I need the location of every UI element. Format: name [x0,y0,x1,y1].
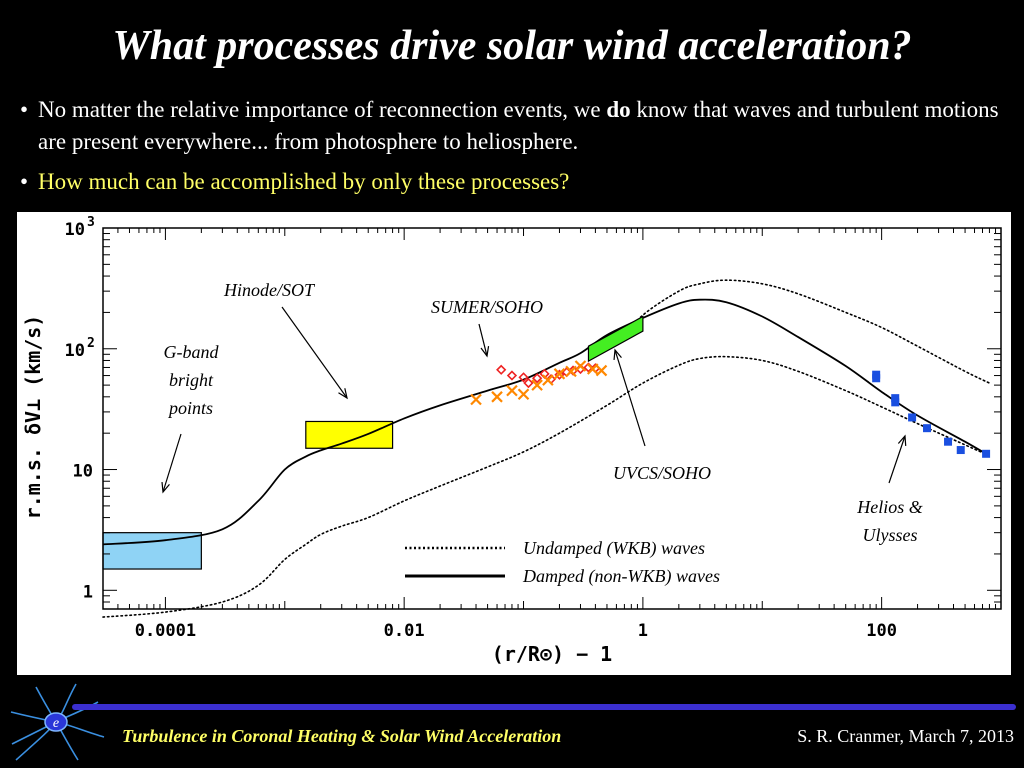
observation-box [305,420,394,449]
helios-ulysses-point [891,394,900,403]
undamped-wave-line [615,279,991,384]
sumer-diamond-point [531,373,543,384]
bullet-dot: • [20,97,29,122]
sumer-cross-point [506,384,518,397]
observation-box [102,532,202,570]
annotation-label: points [167,398,213,418]
y-tick-label: 1 [83,582,93,602]
annotation-arrowhead [897,434,907,447]
annotation-label: bright [169,370,214,390]
annotation-arrow [614,349,646,447]
sumer-diamond-point [554,369,565,380]
plot-frame [102,227,1002,610]
bullet-item-1: • No matter the relative importance of r… [20,94,1010,158]
y-tick-exponent: 2 [87,336,95,351]
plot-panel: 0.0001 0.01 1 100 1 10 10 2 10 3 Hinode/SOT SUMER/… [17,212,1011,675]
y-tick-exponent: 3 [87,215,95,230]
helios-ulysses-point [872,374,881,383]
helios-ulysses-point [908,413,917,422]
bullet1-text-bold: do [606,97,631,122]
annotation-arrowhead [161,481,170,494]
bullet-dot: • [20,169,29,194]
helios-ulysses-point [956,446,965,455]
sumer-cross-point [553,368,566,380]
bullet-list: • No matter the relative importance of r… [20,94,1010,198]
sumer-cross-point [470,393,482,406]
helios-ulysses-point [891,398,900,407]
sumer-cross-point [491,391,503,403]
bullet-item-2: • How much can be accomplished by only t… [20,166,1010,198]
annotation-label: Helios & [856,497,923,517]
sumer-cross-point [586,363,599,375]
annotation-arrowhead [613,348,622,361]
uvcs-band [587,315,644,363]
footer-title: Turbulence in Coronal Heating & Solar Wi… [122,726,562,746]
legend-label: Damped (non-WKB) waves [522,566,720,587]
logo-icon: e [10,683,105,761]
y-tick-label: 10 [65,220,85,240]
svg-text:e: e [53,716,59,731]
bullet2-text: How much can be accomplished by only the… [38,169,570,194]
annotation-arrow [888,435,906,484]
undamped-wave-line [102,355,991,618]
footer-author-date: S. R. Cranmer, March 7, 2013 [797,726,1014,746]
y-tick-label: 10 [73,462,93,482]
sumer-cross-point [574,360,587,372]
annotation-arrow [281,306,348,399]
sumer-cross-point [595,364,608,377]
bullet1-text-post: know that waves and turbulent motions ar… [38,97,999,154]
sumer-cross-point [531,379,543,391]
x-axis-label: (r/R⊙) − 1 [492,642,612,666]
annotation-arrowhead [480,346,490,358]
x-tick-label: 100 [866,621,897,641]
damped-wave-line [102,298,990,546]
annotation-arrowhead [338,388,348,400]
annotation-label: Hinode/SOT [223,280,316,300]
sumer-cross-point [542,374,554,386]
sumer-diamond-point [496,364,507,375]
helios-ulysses-point [923,424,932,433]
annotation-label: Ulysses [863,525,918,545]
annotation-arrow [162,433,182,493]
sumer-diamond-point [506,370,518,381]
annotation-arrow [478,323,488,357]
sumer-diamond-point [523,377,534,389]
slide-title: What processes drive solar wind accelera… [112,23,912,69]
x-tick-label: 0.0001 [135,621,196,641]
annotation-label: G-band [164,342,220,362]
footer-divider [72,704,1016,710]
helios-ulysses-point [944,437,953,446]
x-tick-label: 0.01 [384,621,425,641]
y-tick-label: 10 [65,341,85,361]
y-axis-label: r.m.s. δV⊥ (km/s) [21,315,45,520]
annotation-label: UVCS/SOHO [613,463,711,483]
bullet1-text-pre: No matter the relative importance of rec… [38,97,607,122]
sumer-cross-point [517,388,530,401]
helios-ulysses-point [982,449,991,458]
legend-label: Undamped (WKB) waves [523,538,705,559]
annotation-label: SUMER/SOHO [431,297,543,317]
sumer-diamond-point [518,372,529,383]
x-tick-label: 1 [638,621,648,641]
sumer-cross-point [565,365,577,378]
